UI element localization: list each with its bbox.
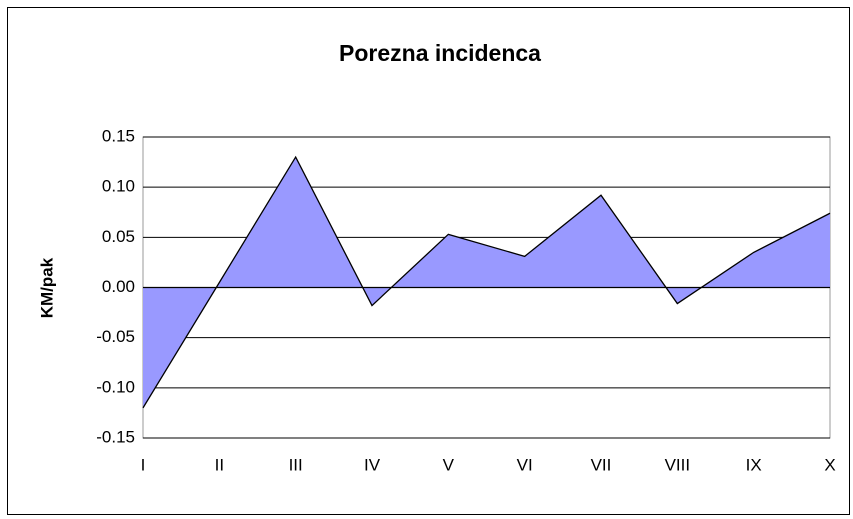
- chart-title: Porezna incidenca: [339, 40, 541, 66]
- x-tick-label: IX: [746, 455, 762, 474]
- x-tick-label: VI: [517, 455, 533, 474]
- x-tick-label: V: [443, 455, 455, 474]
- y-tick-label: 0.05: [102, 227, 135, 246]
- x-tick-label: VII: [591, 455, 612, 474]
- x-tick-label: III: [289, 455, 303, 474]
- y-tick-label: -0.05: [96, 327, 135, 346]
- x-tick-label: I: [141, 455, 146, 474]
- y-axis-label: KM/pak: [37, 257, 56, 318]
- y-tick-label: -0.15: [96, 427, 135, 446]
- area-outline: [142, 155, 831, 409]
- y-tick-label: 0.10: [102, 177, 135, 196]
- x-tick-label: II: [215, 455, 224, 474]
- y-tick-label: 0.15: [102, 126, 135, 145]
- y-tick-label: 0.00: [102, 277, 135, 296]
- x-tick-label: VIII: [665, 455, 691, 474]
- area: [143, 157, 830, 408]
- x-tick-label: X: [824, 455, 835, 474]
- y-tick-label: -0.10: [96, 377, 135, 396]
- x-tick-label: IV: [364, 455, 381, 474]
